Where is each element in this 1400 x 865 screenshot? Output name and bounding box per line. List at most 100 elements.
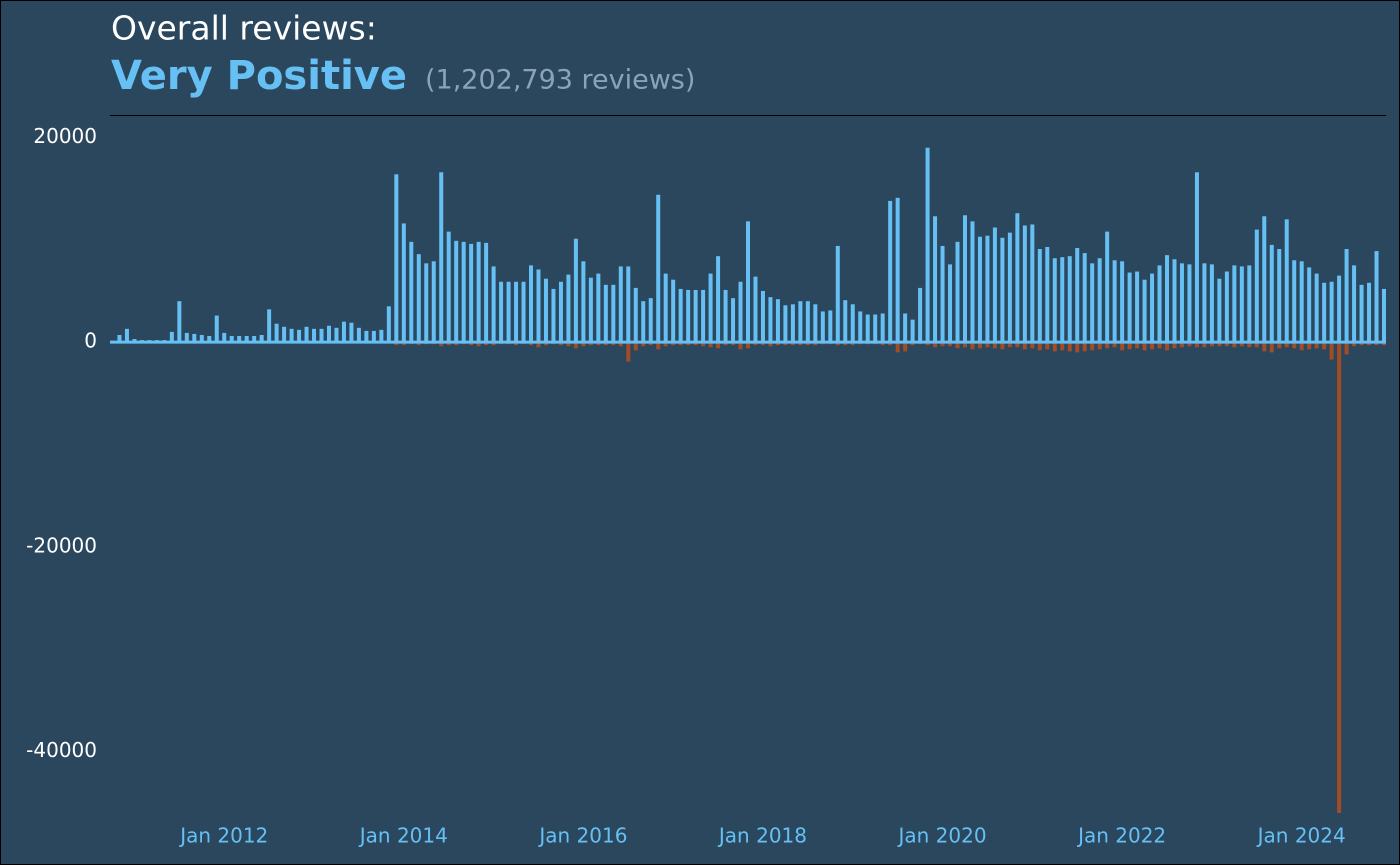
bar bbox=[259, 334, 264, 343]
bar bbox=[656, 194, 661, 343]
bar bbox=[626, 342, 631, 362]
bar bbox=[940, 342, 945, 347]
bar bbox=[723, 342, 728, 346]
bar bbox=[484, 342, 489, 346]
bar bbox=[1022, 225, 1027, 343]
bar bbox=[843, 300, 848, 343]
bar bbox=[379, 329, 384, 343]
bar bbox=[1202, 263, 1207, 343]
bar bbox=[1232, 342, 1237, 348]
bar bbox=[1329, 342, 1334, 360]
bar bbox=[970, 342, 975, 350]
bar bbox=[775, 342, 780, 346]
bar bbox=[873, 314, 878, 343]
bar bbox=[992, 227, 997, 343]
bar bbox=[753, 276, 758, 343]
bar bbox=[716, 342, 721, 349]
bar bbox=[484, 242, 489, 343]
bar bbox=[401, 342, 406, 346]
bar bbox=[1157, 342, 1162, 349]
bar bbox=[1127, 272, 1132, 343]
bar bbox=[416, 342, 421, 346]
x-tick-label: Jan 2020 bbox=[896, 824, 986, 848]
bar bbox=[1105, 342, 1110, 349]
bar bbox=[633, 287, 638, 343]
bar bbox=[708, 342, 713, 348]
bar bbox=[746, 221, 750, 343]
bar bbox=[1322, 342, 1327, 350]
bar bbox=[933, 342, 938, 348]
bar bbox=[977, 342, 982, 349]
bar bbox=[1015, 213, 1020, 343]
bar bbox=[356, 327, 361, 343]
bar bbox=[641, 301, 646, 343]
bar bbox=[1165, 255, 1170, 343]
bar bbox=[1090, 342, 1095, 351]
y-tick-label: 0 bbox=[84, 329, 97, 353]
bar bbox=[955, 241, 960, 343]
bar bbox=[566, 342, 571, 347]
bar bbox=[491, 342, 496, 346]
bar bbox=[768, 342, 773, 347]
bar bbox=[289, 328, 294, 343]
bar bbox=[543, 278, 548, 343]
bar bbox=[596, 273, 601, 343]
bar bbox=[1067, 342, 1072, 352]
bar bbox=[536, 342, 541, 348]
bar bbox=[439, 342, 444, 347]
bar bbox=[1082, 253, 1087, 343]
bar bbox=[1030, 224, 1035, 343]
bar bbox=[1262, 342, 1267, 352]
bar bbox=[925, 342, 930, 346]
x-tick-label: Jan 2018 bbox=[717, 824, 807, 848]
bar bbox=[1247, 265, 1252, 343]
bar bbox=[274, 323, 279, 343]
bar bbox=[1277, 249, 1282, 343]
bar bbox=[506, 281, 511, 343]
bar bbox=[1194, 342, 1199, 348]
bar bbox=[1307, 342, 1312, 350]
bar bbox=[1172, 342, 1177, 349]
bar bbox=[1329, 281, 1334, 343]
bar bbox=[925, 147, 930, 343]
bar bbox=[738, 281, 743, 343]
bar bbox=[416, 254, 421, 343]
bar bbox=[1165, 342, 1170, 351]
bar bbox=[424, 263, 429, 343]
bar bbox=[760, 342, 765, 346]
bar bbox=[184, 332, 189, 343]
bar bbox=[1374, 251, 1379, 343]
bar bbox=[409, 241, 414, 343]
bar bbox=[880, 313, 885, 343]
bar bbox=[319, 328, 324, 343]
bar bbox=[1314, 273, 1319, 343]
bar bbox=[626, 266, 631, 343]
bar bbox=[222, 332, 227, 343]
bar bbox=[716, 256, 721, 343]
bar bbox=[835, 342, 840, 346]
bar bbox=[1194, 172, 1199, 343]
bar bbox=[790, 304, 795, 343]
bar bbox=[648, 342, 653, 346]
bar bbox=[326, 325, 331, 343]
bar bbox=[1352, 265, 1357, 343]
bar bbox=[581, 342, 586, 347]
bar bbox=[618, 266, 623, 343]
bar bbox=[551, 288, 556, 343]
bar bbox=[514, 342, 519, 346]
bar bbox=[491, 266, 496, 343]
bar bbox=[798, 301, 803, 343]
bar bbox=[731, 298, 736, 343]
bar bbox=[177, 301, 182, 343]
bar bbox=[933, 216, 938, 343]
bar bbox=[1269, 244, 1274, 343]
bar bbox=[723, 289, 728, 343]
bar bbox=[977, 236, 982, 343]
bar bbox=[1022, 342, 1027, 350]
bar bbox=[1322, 282, 1327, 343]
bar bbox=[1217, 278, 1222, 343]
bar bbox=[678, 342, 683, 346]
bar bbox=[1262, 216, 1267, 343]
bar bbox=[641, 342, 646, 347]
bar bbox=[843, 342, 848, 346]
